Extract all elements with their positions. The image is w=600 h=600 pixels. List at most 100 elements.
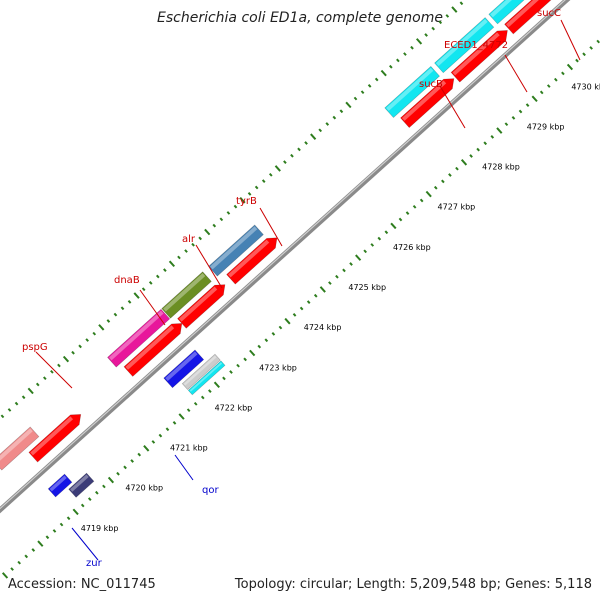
gene-label-pspG[interactable]: pspG	[22, 342, 48, 353]
inner-tick-mark	[37, 540, 44, 547]
outer-tick-mark	[0, 414, 5, 419]
cds-arrow-forward[interactable]	[123, 319, 186, 377]
scale-tick-label: 4727 kbp	[438, 203, 476, 212]
inner-tick-mark	[398, 217, 403, 222]
outer-tick-mark	[219, 217, 224, 222]
inner-tick-mark	[200, 395, 205, 400]
outer-tick-mark	[254, 185, 259, 190]
gene-block-qor-gray[interactable]	[181, 353, 221, 391]
gene-block-reverse-blue-gloss	[165, 351, 198, 382]
gene-block-dnaB-gloss	[108, 310, 164, 361]
cds-arrow-forward-shape	[226, 237, 278, 285]
inner-tick-mark	[292, 312, 297, 317]
outer-tick-mark	[374, 77, 379, 82]
inner-tick-mark	[554, 77, 558, 82]
scale-tick-label: 4720 kbp	[125, 484, 163, 493]
gene-label-dnaB[interactable]: dnaB	[114, 275, 140, 286]
outer-tick-mark	[184, 249, 188, 253]
gene-block-pspG-shape	[0, 426, 40, 471]
gene-block-alr[interactable]	[161, 271, 212, 319]
cds-arrow-forward-gloss	[452, 32, 500, 76]
gene-label-zur[interactable]: zur	[86, 558, 103, 569]
scale-tick-label: 4722 kbp	[215, 403, 253, 412]
gene-block-pspG[interactable]	[0, 426, 40, 471]
outer-tick-mark	[21, 395, 26, 400]
inner-tick-mark	[278, 325, 283, 330]
scale-tick-label: 4719 kbp	[81, 524, 119, 533]
cds-arrow-forward[interactable]	[504, 0, 561, 35]
gene-block-ECED1_4772-gloss	[435, 18, 488, 67]
outer-tick-mark	[127, 300, 132, 304]
cds-arrow-forward[interactable]	[226, 233, 282, 285]
outer-tick-mark	[204, 228, 211, 236]
cds-arrow-forward[interactable]	[177, 280, 230, 329]
outer-tick-mark	[141, 287, 146, 292]
outer-tick-mark	[163, 268, 167, 272]
inner-tick-mark	[137, 452, 142, 457]
gene-label-tyrB[interactable]: tyrB	[236, 196, 257, 207]
outer-tick-mark	[57, 363, 61, 368]
gene-block-sucB[interactable]	[384, 65, 440, 118]
inner-tick-mark	[10, 567, 14, 571]
gene-block-dnaB[interactable]	[107, 308, 171, 368]
gene-block-reverse-blue[interactable]	[163, 349, 205, 389]
gene-block-qor-shape	[187, 360, 226, 396]
cds-arrow-forward[interactable]	[450, 26, 512, 83]
inner-tick-mark	[342, 268, 346, 273]
gene-block-pspG-gloss	[0, 428, 33, 464]
gene-label-leader	[195, 244, 223, 289]
inner-tick-mark	[448, 173, 452, 177]
inner-tick-mark	[59, 522, 64, 527]
cds-arrow-forward-gloss	[178, 286, 218, 322]
gene-block-sucB-gloss	[386, 67, 434, 111]
gene-label-qor[interactable]: qor	[202, 485, 219, 496]
outer-tick-mark	[247, 192, 252, 196]
outer-tick-mark	[297, 147, 301, 152]
inner-tick-mark	[299, 306, 304, 311]
outer-tick-mark	[380, 69, 387, 77]
outer-tick-mark	[113, 312, 118, 317]
cds-arrow-forward[interactable]	[28, 410, 85, 463]
gene-block-sucC[interactable]	[488, 0, 545, 25]
gene-block-zur[interactable]	[68, 472, 95, 498]
cds-arrow-forward[interactable]	[400, 74, 459, 128]
gene-block-zur-gloss	[70, 474, 89, 492]
outer-tick-mark	[290, 153, 294, 158]
gene-label-ECED1_4772[interactable]: ECED1_4772	[444, 40, 508, 51]
inner-tick-mark	[45, 535, 50, 540]
gene-label-sucB[interactable]: sucB	[419, 79, 443, 90]
outer-tick-mark	[85, 338, 90, 342]
cds-arrow-forward-shape	[123, 323, 183, 377]
inner-tick-mark	[469, 154, 473, 158]
outer-tick-mark	[92, 331, 97, 336]
outer-tick-mark	[198, 236, 202, 241]
gene-block-tyrB-gloss	[210, 226, 258, 270]
outer-tick-mark	[177, 255, 181, 260]
gene-label-alr[interactable]: alr	[182, 234, 196, 245]
genome-summary: Topology: circular; Length: 5,209,548 bp…	[234, 577, 592, 592]
inner-tick-mark	[390, 222, 397, 230]
inner-tick-mark	[172, 421, 177, 425]
inner-tick-mark	[116, 471, 120, 476]
outer-tick-mark	[212, 223, 217, 228]
outer-tick-mark	[191, 242, 195, 247]
outer-tick-mark	[360, 90, 365, 95]
inner-tick-mark	[441, 179, 445, 184]
cds-arrow-forward-shape	[177, 284, 226, 329]
scale-tick-label: 4728 kbp	[482, 163, 520, 172]
inner-tick-mark	[17, 560, 21, 565]
inner-tick-mark	[130, 459, 134, 463]
gene-block-tyrB[interactable]	[208, 224, 264, 277]
inner-tick-mark	[363, 249, 367, 254]
outer-tick-mark	[438, 20, 443, 25]
gene-block-ECED1_4772[interactable]	[434, 17, 495, 74]
outer-tick-mark	[339, 109, 344, 114]
gene-block-reverse-small[interactable]	[47, 473, 73, 498]
inner-tick-mark	[596, 39, 600, 44]
gene-label-sucC[interactable]: sucC	[537, 8, 561, 19]
gene-block-qor[interactable]	[187, 360, 226, 396]
inner-tick-mark	[319, 286, 326, 293]
outer-tick-mark	[50, 369, 54, 374]
inner-tick-mark	[313, 293, 318, 298]
